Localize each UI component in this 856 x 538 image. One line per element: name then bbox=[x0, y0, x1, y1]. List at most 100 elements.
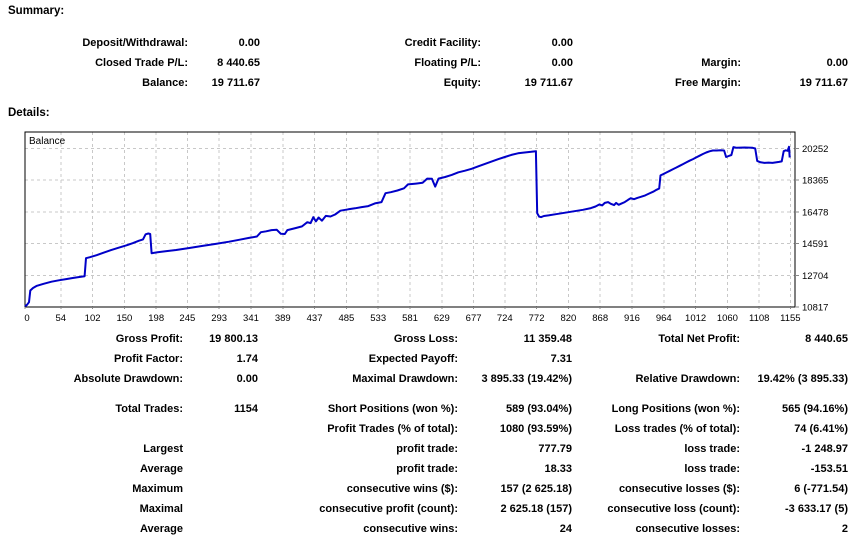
stat-value: 0.00 bbox=[551, 57, 573, 69]
stats-row: Total Trades: 1154 Short Positions (won … bbox=[0, 403, 856, 417]
summary-row: Closed Trade P/L: 8 440.65 Floating P/L:… bbox=[0, 57, 856, 71]
svg-text:18365: 18365 bbox=[802, 176, 828, 187]
stats-row: Absolute Drawdown: 0.00 Maximal Drawdown… bbox=[0, 373, 856, 387]
stat-value: 19.42% (3 895.33) bbox=[757, 373, 848, 385]
summary-heading: Summary: bbox=[8, 5, 65, 17]
stat-label: Equity: bbox=[443, 77, 481, 89]
stat-value: -153.51 bbox=[810, 463, 848, 475]
stats-row: Maximum consecutive wins ($): 157 (2 625… bbox=[0, 483, 856, 497]
stat-label: Relative Drawdown: bbox=[635, 373, 740, 385]
stat-value: 0.00 bbox=[826, 57, 848, 69]
stat-label: profit trade: bbox=[396, 463, 458, 475]
stat-value: 589 (93.04%) bbox=[505, 403, 572, 415]
stats-row: Average profit trade: 18.33 loss trade: … bbox=[0, 463, 856, 477]
stat-value: 19 711.67 bbox=[799, 77, 848, 89]
svg-text:389: 389 bbox=[275, 313, 291, 324]
stat-label: Closed Trade P/L: bbox=[95, 57, 188, 69]
stat-label: Floating P/L: bbox=[414, 57, 481, 69]
svg-text:485: 485 bbox=[338, 313, 354, 324]
stat-value: 3 895.33 (19.42%) bbox=[481, 373, 572, 385]
svg-text:12704: 12704 bbox=[802, 271, 828, 282]
svg-text:916: 916 bbox=[624, 313, 640, 324]
stat-value: 7.31 bbox=[550, 353, 572, 365]
stat-label: Long Positions (won %): bbox=[611, 403, 740, 415]
stat-value: 19 800.13 bbox=[209, 333, 258, 345]
svg-text:20252: 20252 bbox=[802, 144, 828, 155]
stat-label: Free Margin: bbox=[674, 77, 741, 89]
stat-value: 777.79 bbox=[538, 443, 572, 455]
stat-value: 19 711.67 bbox=[211, 77, 260, 89]
svg-text:198: 198 bbox=[148, 313, 164, 324]
svg-text:10817: 10817 bbox=[802, 303, 828, 314]
stats-row: Largest profit trade: 777.79 loss trade:… bbox=[0, 443, 856, 457]
svg-text:772: 772 bbox=[529, 313, 545, 324]
svg-text:293: 293 bbox=[211, 313, 227, 324]
stat-label: consecutive losses ($): bbox=[618, 483, 740, 495]
svg-text:1012: 1012 bbox=[685, 313, 706, 324]
stat-value: 74 (6.41%) bbox=[794, 423, 848, 435]
svg-text:964: 964 bbox=[656, 313, 672, 324]
svg-text:437: 437 bbox=[307, 313, 323, 324]
stat-label: Gross Loss: bbox=[393, 333, 458, 345]
stat-label: Profit Factor: bbox=[113, 353, 183, 365]
stat-value: 2 625.18 (157) bbox=[500, 503, 572, 515]
stat-label: Maximal bbox=[139, 503, 183, 515]
svg-text:1108: 1108 bbox=[749, 313, 769, 324]
stat-label: Maximal Drawdown: bbox=[352, 373, 458, 385]
summary-row: Deposit/Withdrawal: 0.00 Credit Facility… bbox=[0, 37, 856, 51]
stat-value: 565 (94.16%) bbox=[781, 403, 848, 415]
svg-text:629: 629 bbox=[434, 313, 450, 324]
chart-legend-balance: Balance bbox=[29, 136, 66, 147]
stat-label: Loss trades (% of total): bbox=[614, 423, 740, 435]
stat-label: Maximum bbox=[132, 483, 183, 495]
stat-value: 19 711.67 bbox=[524, 77, 573, 89]
stat-label: Short Positions (won %): bbox=[327, 403, 458, 415]
stat-label: Margin: bbox=[701, 57, 741, 69]
svg-text:245: 245 bbox=[179, 313, 195, 324]
stat-label: loss trade: bbox=[684, 443, 740, 455]
stat-value: 157 (2 625.18) bbox=[500, 483, 572, 495]
svg-text:820: 820 bbox=[560, 313, 576, 324]
svg-text:677: 677 bbox=[466, 313, 482, 324]
stat-value: 1.74 bbox=[236, 353, 258, 365]
summary-row: Balance: 19 711.67 Equity: 19 711.67 Fre… bbox=[0, 77, 856, 91]
svg-text:1060: 1060 bbox=[717, 313, 738, 324]
stat-label: Balance: bbox=[142, 77, 188, 89]
stat-label: Total Trades: bbox=[115, 403, 183, 415]
stat-label: consecutive loss (count): bbox=[607, 503, 740, 515]
stats-row: Gross Profit: 19 800.13 Gross Loss: 11 3… bbox=[0, 333, 856, 347]
svg-text:16478: 16478 bbox=[802, 207, 828, 218]
stat-label: Average bbox=[139, 463, 183, 475]
stats-row: Maximal consecutive profit (count): 2 62… bbox=[0, 503, 856, 517]
stat-label: Gross Profit: bbox=[115, 333, 183, 345]
stat-value: 0.00 bbox=[551, 37, 573, 49]
balance-line bbox=[24, 145, 791, 308]
stat-value: 18.33 bbox=[544, 463, 572, 475]
svg-text:868: 868 bbox=[592, 313, 608, 324]
svg-text:54: 54 bbox=[55, 313, 66, 324]
stat-value: 0.00 bbox=[238, 37, 260, 49]
stat-label: Credit Facility: bbox=[404, 37, 481, 49]
stat-label: consecutive wins: bbox=[363, 523, 458, 535]
svg-text:1155: 1155 bbox=[780, 313, 800, 324]
details-heading: Details: bbox=[8, 107, 50, 119]
stat-label: Profit Trades (% of total): bbox=[327, 423, 458, 435]
stats-row: Profit Trades (% of total): 1080 (93.59%… bbox=[0, 423, 856, 437]
stat-value: -1 248.97 bbox=[801, 443, 848, 455]
stat-label: Total Net Profit: bbox=[658, 333, 740, 345]
stat-value: 24 bbox=[559, 523, 572, 535]
stat-label: loss trade: bbox=[684, 463, 740, 475]
stat-value: 8 440.65 bbox=[217, 57, 260, 69]
stat-value: 11 359.48 bbox=[523, 333, 572, 345]
stat-label: Expected Payoff: bbox=[368, 353, 458, 365]
svg-text:341: 341 bbox=[243, 313, 259, 324]
stat-value: 2 bbox=[841, 523, 848, 535]
stat-label: consecutive wins ($): bbox=[346, 483, 458, 495]
svg-text:150: 150 bbox=[116, 313, 132, 324]
stat-value: -3 633.17 (5) bbox=[785, 503, 848, 515]
stat-label: consecutive profit (count): bbox=[319, 503, 458, 515]
stat-label: Largest bbox=[143, 443, 183, 455]
stat-label: Average bbox=[139, 523, 183, 535]
stat-label: Absolute Drawdown: bbox=[73, 373, 183, 385]
